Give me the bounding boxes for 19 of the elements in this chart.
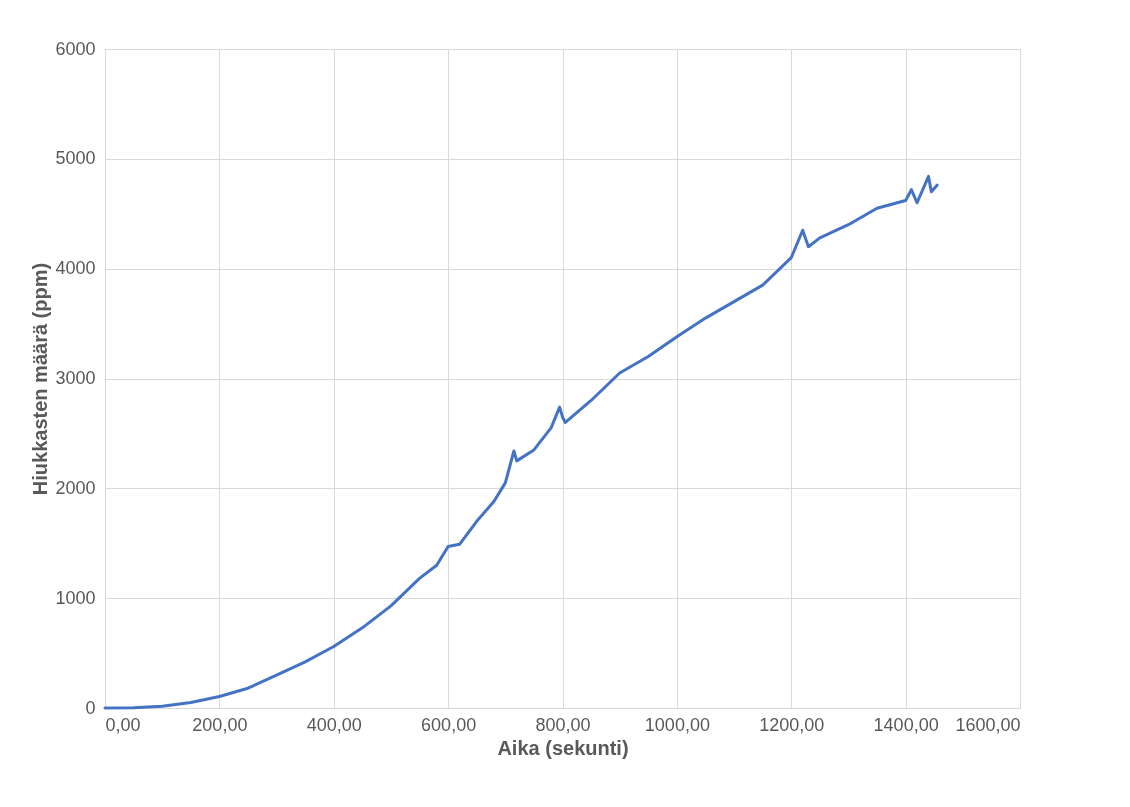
- x-tick-label: 1200,00: [759, 714, 825, 735]
- x-tick-label: 800,00: [535, 714, 591, 735]
- x-tick-label: 1000,00: [644, 714, 710, 735]
- x-tick-label: 0,00: [105, 714, 141, 735]
- y-tick-label: 6000: [55, 38, 96, 59]
- x-tick-label: 200,00: [192, 714, 248, 735]
- y-axis-title: Hiukkasten määrä (ppm): [29, 262, 52, 496]
- y-tick-label: 2000: [55, 477, 96, 498]
- y-tick-label: 4000: [55, 258, 96, 279]
- y-tick-label: 1000: [55, 587, 96, 608]
- x-tick-label: 1600,00: [955, 714, 1021, 735]
- x-tick-label: 400,00: [306, 714, 362, 735]
- line-series: [103, 174, 939, 710]
- x-axis-title: Aika (sekunti): [497, 736, 629, 759]
- x-tick-label: 1400,00: [873, 714, 939, 735]
- y-tick-label: 3000: [55, 368, 96, 388]
- y-tick-label: 0: [85, 697, 96, 718]
- x-tick-label: 600,00: [421, 714, 477, 735]
- y-tick-label: 5000: [55, 148, 96, 169]
